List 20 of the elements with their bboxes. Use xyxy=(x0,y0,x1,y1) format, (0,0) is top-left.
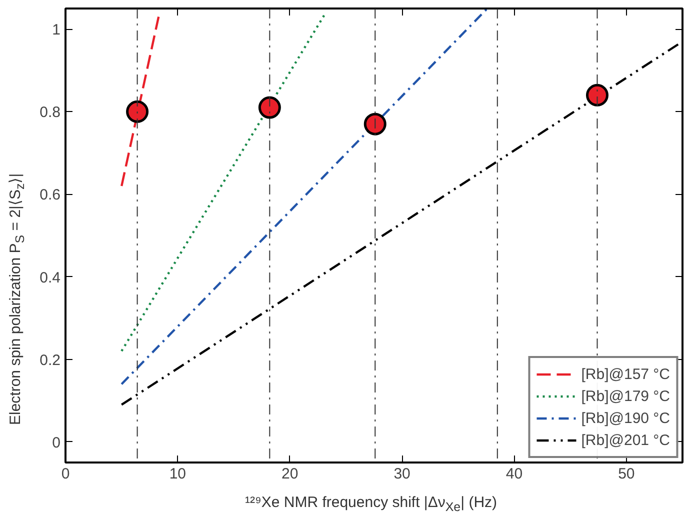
y-tick-label: 0 xyxy=(52,434,60,452)
point xyxy=(258,96,281,119)
y-tick-label: 0.4 xyxy=(40,269,61,286)
x-tick-label: 40 xyxy=(506,466,523,482)
point xyxy=(126,100,149,123)
legend-label: [Rb]@190 °C xyxy=(581,410,670,426)
point xyxy=(586,84,608,106)
y-tick-label: 0.2 xyxy=(40,352,61,369)
legend-label: [Rb]@179 °C xyxy=(581,388,670,404)
legend-label: [Rb]@201 °C xyxy=(581,432,670,448)
x-tick-label: 50 xyxy=(618,466,635,482)
y-tick-label: 0.8 xyxy=(40,104,61,122)
x-axis-title: ¹²⁹Xe NMR frequency shift |Δν$_{Xe}$| (Hz) xyxy=(244,493,498,516)
x-tick-label: 30 xyxy=(394,466,410,482)
x-tick-label: 20 xyxy=(282,466,298,482)
y-tick-label: 0.6 xyxy=(40,186,61,204)
y-tick-label: 1 xyxy=(52,22,60,39)
legend-label: [Rb]@157 °C xyxy=(581,366,670,382)
x-tick-label: 10 xyxy=(169,466,186,482)
point xyxy=(364,112,386,136)
